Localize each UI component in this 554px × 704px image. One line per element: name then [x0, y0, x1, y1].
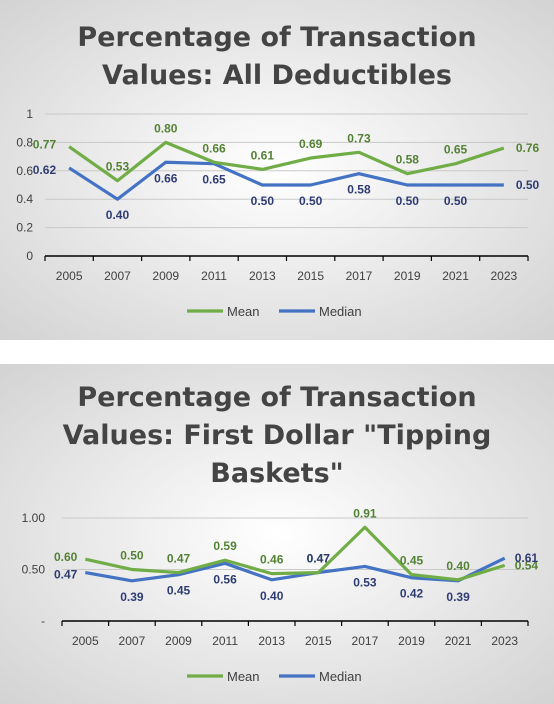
x-tick-label: 2007	[104, 269, 131, 283]
data-label: 0.47	[307, 552, 331, 566]
data-label: 0.50	[444, 194, 468, 208]
y-tick-label: 1.00	[22, 511, 46, 525]
series-line-mean	[68, 140, 505, 183]
data-label: 0.47	[167, 552, 191, 566]
y-tick-label: 0.50	[22, 563, 46, 577]
data-label: 0.65	[444, 143, 468, 157]
x-tick-label: 2021	[442, 269, 469, 283]
data-label: 0.80	[154, 121, 178, 135]
data-label: 0.40	[106, 208, 130, 222]
chart-background	[0, 0, 554, 340]
x-tick-label: 2015	[305, 634, 332, 648]
data-label: 0.50	[516, 178, 540, 192]
y-tick-label: 0.2	[16, 221, 33, 235]
x-tick-label: 2015	[297, 269, 324, 283]
chart-background	[0, 364, 554, 704]
x-tick-label: 2007	[119, 634, 146, 648]
x-tick-label: 2017	[346, 269, 373, 283]
x-tick-label: 2011	[201, 269, 227, 283]
data-label: 0.62	[33, 163, 57, 177]
data-label: 0.58	[347, 183, 371, 197]
x-tick-label: 2021	[445, 634, 472, 648]
data-label: 0.45	[400, 554, 424, 568]
x-tick-label: 2013	[258, 634, 285, 648]
data-label: 0.53	[353, 575, 377, 589]
data-label: 0.47	[54, 568, 78, 582]
x-tick-label: 2023	[490, 269, 517, 283]
data-label: 0.76	[516, 141, 540, 155]
data-label: 0.42	[400, 587, 424, 601]
legend-label-mean: Mean	[227, 304, 260, 319]
y-tick-label: 0.4	[16, 192, 33, 206]
y-tick-label: 0.6	[16, 164, 33, 178]
data-label: 0.50	[251, 194, 275, 208]
y-tick-label: 0.8	[16, 135, 33, 149]
legend-label-median: Median	[319, 304, 362, 319]
data-label: 0.47	[307, 552, 331, 566]
x-tick-label: 2009	[152, 269, 179, 283]
y-tick-label: 1	[26, 107, 33, 121]
chart-title-line: Baskets"	[210, 458, 343, 489]
x-tick-label: 2009	[165, 634, 192, 648]
x-tick-label: 2023	[491, 634, 518, 648]
chart-title-line: Percentage of Transaction	[77, 382, 476, 413]
x-tick-label: 2005	[72, 634, 99, 648]
data-label: 0.69	[299, 137, 323, 151]
data-label: 0.91	[353, 506, 377, 520]
legend-label-mean: Mean	[227, 669, 260, 684]
data-label: 0.40	[446, 559, 470, 573]
series-line-mean	[84, 525, 506, 582]
x-tick-label: 2019	[394, 269, 421, 283]
y-tick-label: 0	[26, 249, 33, 263]
chart-title-line: Values: All Deductibles	[102, 60, 452, 91]
data-label: 0.66	[154, 171, 178, 185]
data-label: 0.59	[213, 539, 237, 553]
chart-title-line: Percentage of Transaction	[77, 22, 476, 53]
data-label: 0.50	[299, 194, 323, 208]
chart-title-line: Values: First Dollar "Tipping	[63, 420, 492, 451]
data-label: 0.54	[515, 558, 539, 572]
data-label: 0.61	[515, 551, 539, 565]
x-tick-label: 2011	[212, 634, 238, 648]
data-label: 0.46	[260, 553, 284, 567]
data-label: 0.40	[260, 589, 284, 603]
legend-label-median: Median	[319, 669, 362, 684]
chart-first-dollar-tipping-baskets: Percentage of Transaction Values: First D…	[0, 364, 554, 704]
x-tick-label: 2019	[398, 634, 425, 648]
data-label: 0.58	[396, 153, 420, 167]
data-label: 0.39	[120, 590, 144, 604]
y-tick-label: -	[41, 614, 45, 628]
data-label: 0.60	[54, 550, 78, 564]
x-tick-label: 2017	[352, 634, 379, 648]
data-label: 0.77	[33, 138, 57, 152]
data-label: 0.61	[251, 148, 275, 162]
data-label: 0.45	[167, 584, 191, 598]
x-tick-label: 2005	[56, 269, 83, 283]
series-line-median	[85, 556, 506, 583]
data-label: 0.50	[120, 549, 144, 563]
data-label: 0.50	[396, 194, 420, 208]
x-tick-label: 2013	[249, 269, 276, 283]
data-label: 0.65	[202, 173, 226, 187]
series-line-median	[68, 160, 504, 201]
data-label: 0.53	[106, 160, 130, 174]
data-label: 0.66	[202, 141, 226, 155]
chart-all-deductibles: Percentage of Transaction Values: All Ded…	[0, 0, 554, 340]
data-label: 0.56	[213, 572, 237, 586]
data-label: 0.73	[347, 131, 371, 145]
data-label: 0.39	[446, 590, 470, 604]
